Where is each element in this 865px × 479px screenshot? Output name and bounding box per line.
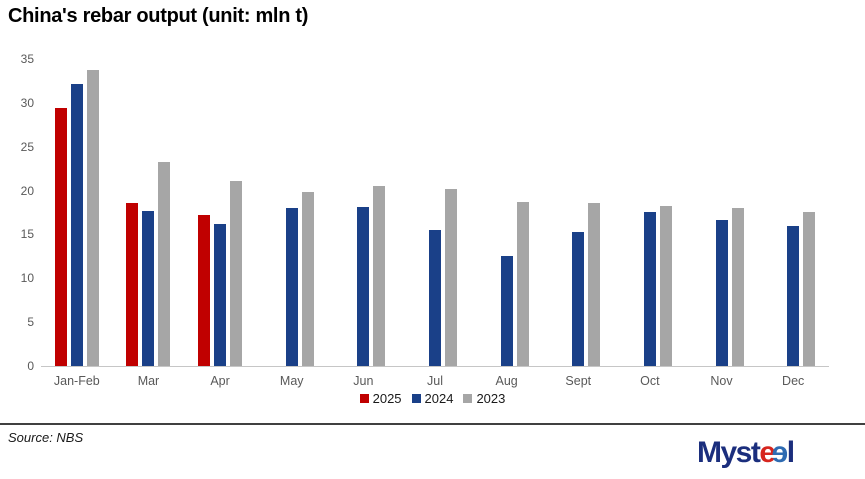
logo-text-myst: Myst [697,436,761,469]
bar-2023-may [301,192,314,366]
bar-2023-apr [230,180,243,366]
bar-2024-mar [142,210,155,366]
bar-2024-jul [429,230,441,366]
bar-2024-aug [500,256,513,366]
legend-item-2024: 2024 [411,390,454,406]
chart-title: China's rebar output (unit: mln t) [8,5,309,27]
bar-2023-jul [445,188,457,366]
logo-letter-e-red: e [759,436,776,469]
legend-item-2023: 2023 [463,391,505,406]
x-axis-line [41,366,829,367]
logo-letter-e-blue: e [772,436,788,469]
source-note: Source: NBS [8,430,84,445]
legend-marker-2023 [463,393,473,403]
y-tick-10: 10 [20,271,34,286]
logo-letter-l: l [786,436,795,469]
x-label-nov: Nov [710,374,733,388]
bar-2023-sept [588,202,601,366]
x-label-jun: Jun [353,374,374,388]
bar-chart: 0 5 10 15 20 25 30 35 Jan-Feb Mar Apr May Jun Jul Aug S… [20,52,829,388]
x-label-mar: Mar [137,374,160,388]
legend-marker-2024 [411,393,421,403]
x-label-jul: Jul [427,374,443,388]
bar-2024-jan-feb [70,84,83,366]
x-label-jan-feb: Jan-Feb [53,374,100,388]
x-label-oct: Oct [640,374,660,388]
bar-2023-mar [158,161,171,366]
y-tick-5: 5 [27,315,34,330]
bar-2024-nov [715,220,728,366]
mysteel-logo: Mysteel [697,436,795,470]
x-label-aug: Aug [495,374,518,388]
bar-2024-jun [357,207,370,366]
bar-2025-jan-feb [54,108,67,366]
bar-2023-jan-feb [86,69,99,366]
y-tick-30: 30 [20,95,34,110]
legend-marker-2025 [359,393,369,403]
bar-2024-may [285,208,298,366]
bar-2023-jun [373,186,386,366]
bar-2025-mar [126,202,139,366]
legend-item-2025: 2025 [359,390,402,406]
x-label-dec: Dec [782,374,805,388]
chart-legend: 2025 2024 2023 [0,390,865,406]
bar-2023-oct [659,206,672,366]
bar-2023-dec [803,211,816,366]
bar-2023-nov [731,208,744,366]
separator-line [0,423,865,425]
bar-2024-apr [214,223,227,366]
bar-2024-sept [572,231,585,366]
x-label-may: May [279,374,304,388]
bar-2025-apr [198,215,211,366]
legend-label-2024: 2024 [424,390,454,406]
x-label-apr: Apr [210,374,230,388]
y-tick-35: 35 [20,52,34,66]
y-tick-15: 15 [20,227,34,242]
y-tick-25: 25 [20,139,34,154]
y-tick-20: 20 [20,183,34,198]
bar-2024-dec [787,225,800,366]
legend-label-2025: 2025 [372,390,402,406]
bar-2023-aug [516,201,529,366]
bar-2024-oct [643,211,656,366]
x-label-sept: Sept [565,374,592,388]
y-tick-0: 0 [27,359,34,373]
legend-label-2023: 2023 [476,390,506,406]
